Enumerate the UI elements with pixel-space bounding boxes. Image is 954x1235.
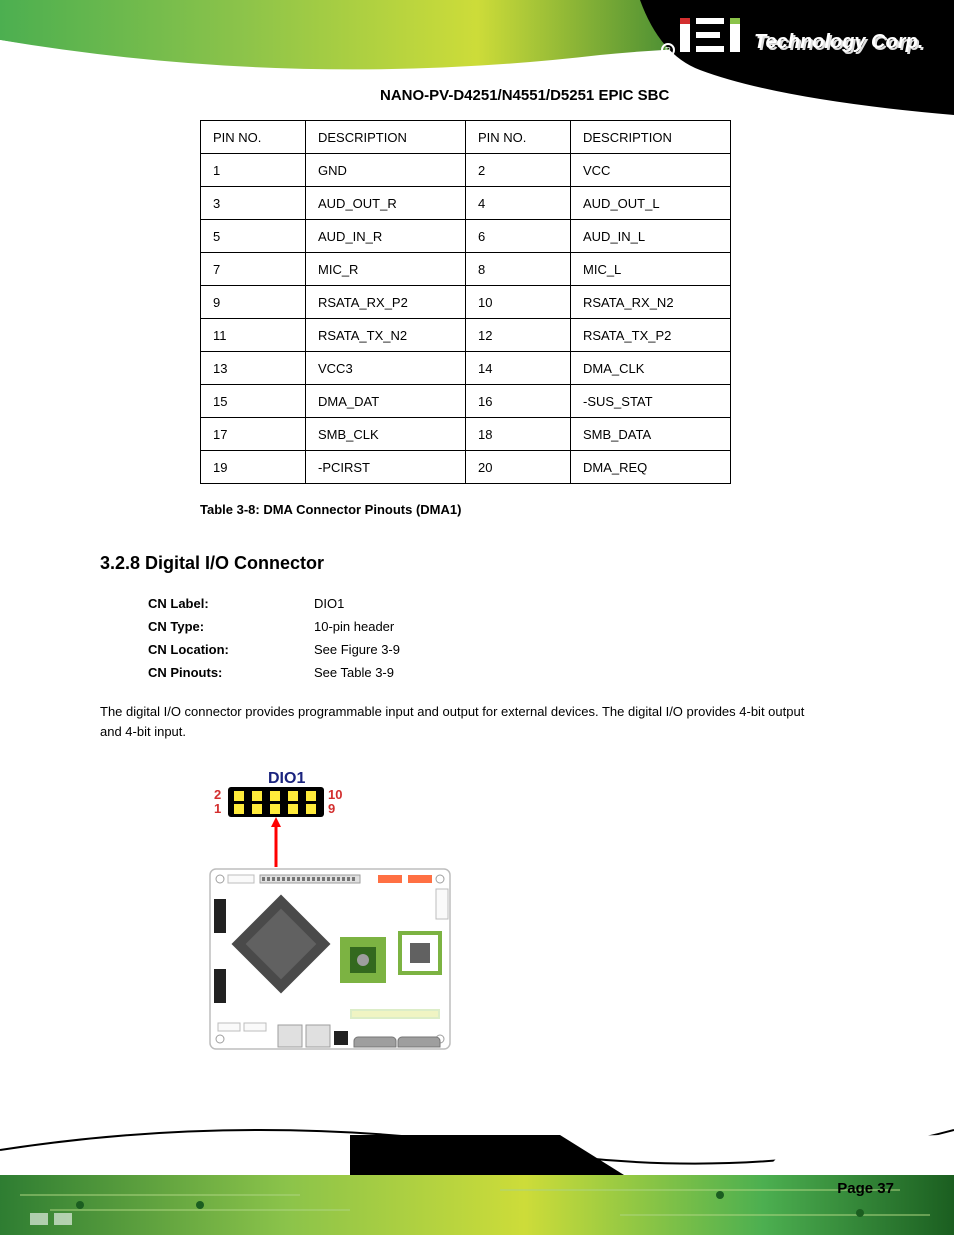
table-cell: VCC xyxy=(571,154,731,187)
table-cell: SMB_CLK xyxy=(306,418,466,451)
th-desc1: DESCRIPTION xyxy=(306,121,466,154)
table-cell: AUD_OUT_L xyxy=(571,187,731,220)
pin-top-right: 10 xyxy=(328,787,342,802)
table-cell: 3 xyxy=(201,187,306,220)
brand-text: Technology Corp. xyxy=(754,31,923,53)
th-desc2: DESCRIPTION xyxy=(571,121,731,154)
spec-label: CN Location: xyxy=(140,638,306,661)
table-cell: RSATA_RX_N2 xyxy=(571,286,731,319)
page-number: Page 37 xyxy=(837,1180,894,1197)
spec-label: CN Pinouts: xyxy=(140,661,306,684)
table-cell: 20 xyxy=(466,451,571,484)
table-cell: VCC3 xyxy=(306,352,466,385)
table-cell: 4 xyxy=(466,187,571,220)
spec-value: See Figure 3-9 xyxy=(306,638,408,661)
table-cell: 18 xyxy=(466,418,571,451)
table-cell: AUD_OUT_R xyxy=(306,187,466,220)
spec-value: 10-pin header xyxy=(306,615,408,638)
table-cell: 16 xyxy=(466,385,571,418)
table-cell: RSATA_TX_P2 xyxy=(571,319,731,352)
table-cell: GND xyxy=(306,154,466,187)
table-cell: MIC_L xyxy=(571,253,731,286)
board-diagram: DIO1 2 1 10 9 xyxy=(200,769,860,1064)
table-cell: DMA_REQ xyxy=(571,451,731,484)
svg-text:R: R xyxy=(665,46,671,55)
table-cell: DMA_DAT xyxy=(306,385,466,418)
table-cell: RSATA_TX_N2 xyxy=(306,319,466,352)
table-cell: RSATA_RX_P2 xyxy=(306,286,466,319)
table-cell: -SUS_STAT xyxy=(571,385,731,418)
spec-table: CN Label:DIO1 CN Type:10-pin header CN L… xyxy=(140,592,408,684)
table-cell: 17 xyxy=(201,418,306,451)
section-heading: 3.2.8 Digital I/O Connector xyxy=(100,553,860,574)
table-cell: 10 xyxy=(466,286,571,319)
th-pin1: PIN NO. xyxy=(201,121,306,154)
table-cell: MIC_R xyxy=(306,253,466,286)
table-cell: 11 xyxy=(201,319,306,352)
table-cell: DMA_CLK xyxy=(571,352,731,385)
table-cell: 5 xyxy=(201,220,306,253)
table-cell: 1 xyxy=(201,154,306,187)
spec-label: CN Label: xyxy=(140,592,306,615)
table-cell: 2 xyxy=(466,154,571,187)
th-pin2: PIN NO. xyxy=(466,121,571,154)
top-banner: R Technology Corp. Technology Corp. NANO… xyxy=(0,0,954,115)
spec-value: DIO1 xyxy=(306,592,408,615)
dio-label: DIO1 xyxy=(268,770,305,787)
spec-label: CN Type: xyxy=(140,615,306,638)
table-cell: 12 xyxy=(466,319,571,352)
pin-bottom-left: 1 xyxy=(214,801,221,816)
pin-bottom-right: 9 xyxy=(328,801,335,816)
table-cell: 14 xyxy=(466,352,571,385)
pinout-table: PIN NO. DESCRIPTION PIN NO. DESCRIPTION … xyxy=(200,120,731,484)
table-cell: 8 xyxy=(466,253,571,286)
table-cell: -PCIRST xyxy=(306,451,466,484)
table-cell: 15 xyxy=(201,385,306,418)
table-cell: AUD_IN_R xyxy=(306,220,466,253)
table-caption: Table 3-8: DMA Connector Pinouts (DMA1) xyxy=(200,502,860,517)
pin-top-left: 2 xyxy=(214,787,221,802)
table-cell: 9 xyxy=(201,286,306,319)
bottom-banner xyxy=(0,1095,954,1235)
page-content: PIN NO. DESCRIPTION PIN NO. DESCRIPTION … xyxy=(100,120,860,1064)
table-cell: 13 xyxy=(201,352,306,385)
product-name: NANO-PV-D4251/N4551/D5251 EPIC SBC xyxy=(380,87,669,104)
table-cell: 7 xyxy=(201,253,306,286)
table-cell: 19 xyxy=(201,451,306,484)
spec-value: See Table 3-9 xyxy=(306,661,408,684)
table-cell: AUD_IN_L xyxy=(571,220,731,253)
description-paragraph: The digital I/O connector provides progr… xyxy=(100,702,820,741)
table-cell: SMB_DATA xyxy=(571,418,731,451)
table-cell: 6 xyxy=(466,220,571,253)
